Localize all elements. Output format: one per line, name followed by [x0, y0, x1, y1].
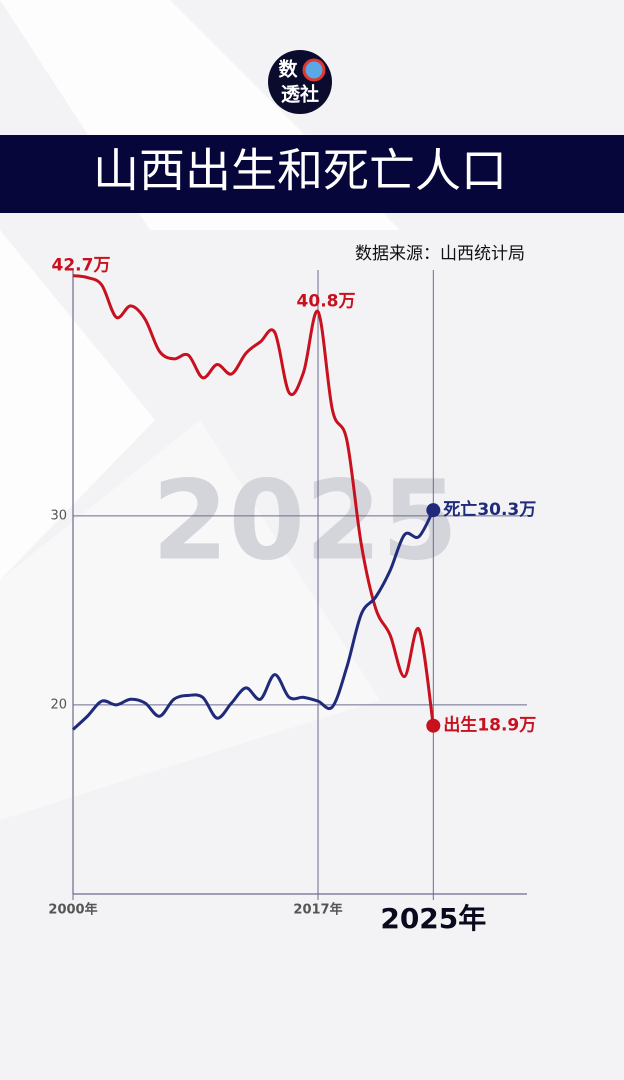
watermark: 2025: [152, 456, 458, 584]
end-dot: [426, 503, 441, 518]
x-tick-label: 2000年: [48, 902, 97, 918]
logo-lens: [302, 58, 326, 82]
line: [72, 274, 435, 726]
title-banner: [0, 135, 624, 213]
logo-text: 透社: [281, 83, 319, 106]
source: 数据来源：山西统计局: [355, 244, 525, 264]
x-tick-label: 2017年: [293, 902, 342, 918]
value-label: 18.9万: [477, 716, 536, 736]
end-label: 死亡30.3万: [443, 499, 536, 520]
end-dot: [426, 718, 441, 733]
chart-title: 山西出生和死亡人口: [93, 144, 507, 198]
y-tick-label: 30: [50, 508, 67, 523]
value-label: 30.3万: [477, 500, 536, 520]
end-label: 出生18.9万: [443, 715, 536, 736]
series-name: 出生: [443, 715, 477, 736]
bg-shape: [0, 230, 155, 580]
x-tick-label: 2025年: [380, 902, 486, 935]
logo-text: 数: [278, 58, 298, 81]
value-label: 40.8万: [297, 292, 356, 312]
line: [71, 509, 435, 731]
series-name: 死亡: [443, 499, 477, 520]
bg-shape: [0, 420, 380, 820]
y-tick-label: 20: [50, 697, 67, 712]
value-label: 42.7万: [52, 256, 111, 276]
